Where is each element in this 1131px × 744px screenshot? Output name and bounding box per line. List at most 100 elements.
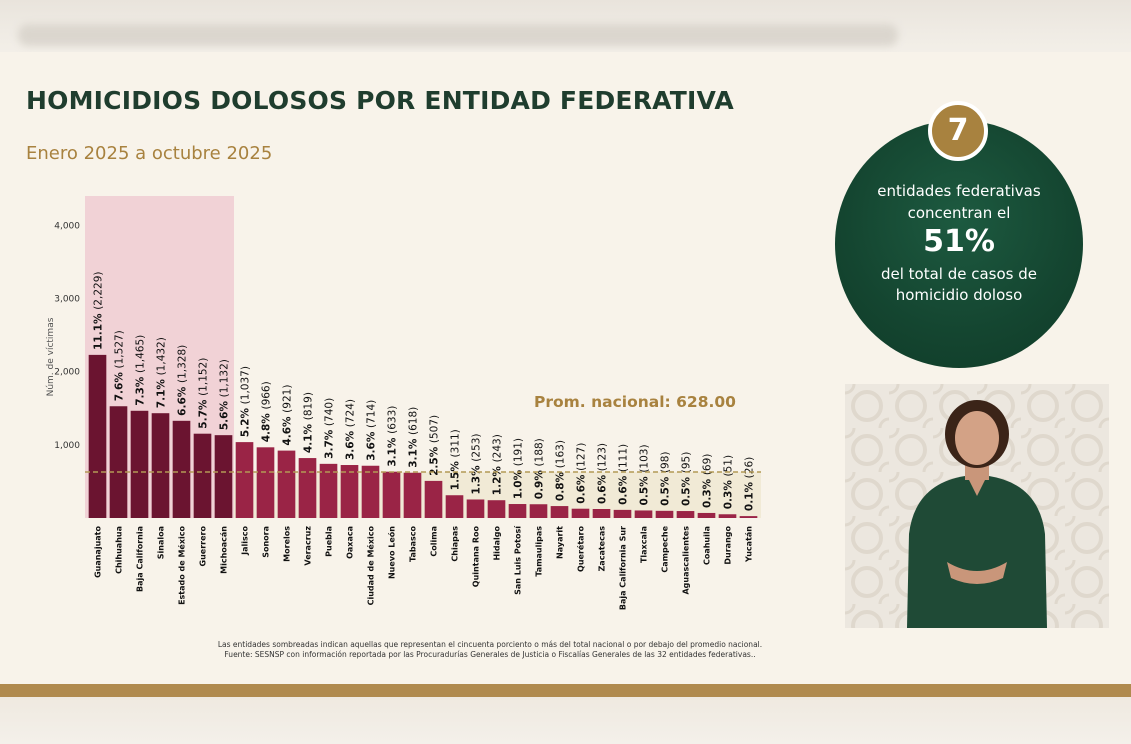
pct-label: 0.3% [702, 475, 714, 508]
data-label: 6.6% (1,328) [177, 345, 189, 416]
x-tick-label: Colima [430, 526, 439, 557]
count-label: (819) [303, 392, 315, 420]
bar [88, 354, 107, 518]
x-tick-label: Tlaxcala [640, 526, 649, 563]
count-label: (714) [366, 400, 378, 428]
bar [655, 510, 674, 518]
x-tick-label: Baja California Sur [619, 526, 628, 610]
x-tick-label: Chiapas [451, 526, 460, 562]
data-label: 0.3% (51) [723, 455, 735, 509]
data-label: 3.7% (740) [324, 398, 336, 459]
pct-label: 1.0% [513, 466, 525, 499]
page-title: HOMICIDIOS DOLOSOS POR ENTIDAD FEDERATIV… [26, 86, 734, 115]
bar [718, 514, 737, 518]
count-label: (1,037) [240, 366, 252, 404]
callout-number-badge: 7 [928, 101, 988, 161]
x-tick-label: Nuevo León [387, 526, 397, 579]
pct-label: 7.1% [156, 375, 168, 408]
bar [634, 510, 653, 518]
x-tick-label: Estado de México [177, 525, 187, 604]
pct-label: 6.6% [177, 383, 189, 416]
bar [613, 509, 632, 518]
callout-line2: concentran el [907, 204, 1011, 222]
count-label: (253) [471, 433, 483, 461]
count-label: (95) [681, 452, 693, 474]
bar [697, 512, 716, 518]
data-label: 3.1% (618) [408, 407, 420, 468]
y-tick-label: 4,000 [54, 221, 80, 231]
data-label: 7.6% (1,527) [114, 330, 126, 401]
top-blurred-strip [0, 0, 1131, 52]
pct-label: 2.5% [429, 443, 441, 476]
bar [529, 504, 548, 518]
x-tick-label: Yucatán [745, 526, 754, 563]
x-tick-label: Jalisco [241, 525, 250, 555]
x-tick-label: Baja California [136, 526, 145, 592]
callout-percentage: 51% [923, 224, 995, 259]
data-label: 5.2% (1,037) [240, 366, 252, 437]
pct-label: 5.7% [198, 396, 210, 429]
bar [151, 413, 170, 518]
bar [592, 508, 611, 518]
bar [550, 506, 569, 518]
pct-label: 0.8% [555, 468, 567, 501]
data-label: 5.7% (1,152) [198, 358, 210, 429]
footnote-source: Fuente: SESNSP con información reportada… [224, 650, 756, 659]
callout-line1: entidades federativas [877, 182, 1041, 200]
x-tick-label: Tamaulipas [535, 526, 544, 577]
x-tick-label: Veracruz [304, 526, 313, 566]
count-label: (1,132) [219, 359, 231, 397]
y-tick-label: 3,000 [54, 294, 80, 304]
x-tick-label: Tabasco [409, 526, 418, 562]
bar [487, 500, 506, 518]
pct-label: 3.1% [408, 435, 420, 468]
pct-label: 5.6% [219, 397, 231, 430]
pct-label: 5.2% [240, 404, 252, 437]
pct-label: 7.6% [114, 368, 126, 401]
count-label: (98) [660, 451, 672, 473]
count-label: (1,328) [177, 345, 189, 383]
pct-label: 0.6% [618, 472, 630, 505]
x-tick-label: Oaxaca [346, 526, 355, 559]
bar [130, 410, 149, 518]
y-tick-label: 1,000 [54, 441, 80, 451]
x-tick-label: Michoacán [220, 526, 229, 574]
count-label: (188) [534, 438, 546, 466]
bar [466, 499, 485, 518]
summary-callout: entidades federativas concentran el 51% … [835, 120, 1083, 368]
bar [193, 433, 212, 518]
y-axis-label: Núm. de víctimas [46, 317, 56, 396]
callout-line3: del total de casos de [880, 265, 1038, 283]
data-label: 3.6% (724) [345, 399, 357, 460]
bar [571, 508, 590, 518]
bottom-blurred-strip [0, 697, 1131, 744]
x-tick-label: Morelos [283, 526, 292, 562]
count-label: (507) [429, 415, 441, 443]
x-tick-label: Ciudad de México [366, 526, 376, 606]
x-tick-label: Puebla [325, 526, 334, 557]
bar [739, 516, 758, 518]
blurred-text [18, 24, 898, 46]
count-label: (1,152) [198, 358, 210, 396]
date-range-subtitle: Enero 2025 a octubre 2025 [26, 143, 273, 164]
count-label: (26) [744, 457, 756, 479]
pct-label: 0.9% [534, 466, 546, 499]
data-label: 4.8% (966) [261, 381, 273, 442]
data-label: 1.2% (243) [492, 434, 504, 495]
data-label: 0.5% (98) [660, 451, 672, 505]
pct-label: 0.3% [723, 476, 735, 509]
data-label: 1.3% (253) [471, 433, 483, 494]
x-tick-label: Sinaloa [157, 526, 166, 559]
count-label: (1,465) [135, 335, 147, 373]
callout-line4: homicidio doloso [895, 286, 1023, 304]
count-label: (921) [282, 385, 294, 413]
data-label: 2.5% (507) [429, 415, 441, 476]
data-label: 1.5% (311) [450, 429, 462, 490]
x-tick-label: Guanajuato [94, 526, 103, 578]
count-label: (311) [450, 429, 462, 457]
pct-label: 0.5% [681, 473, 693, 506]
count-label: (740) [324, 398, 336, 426]
x-tick-label: Campeche [661, 525, 670, 572]
pct-label: 11.1% [93, 310, 105, 350]
